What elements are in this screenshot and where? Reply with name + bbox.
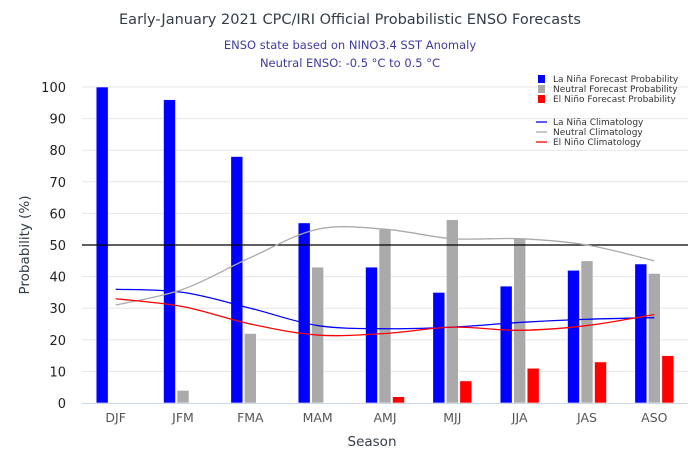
y-tick-label: 40 bbox=[49, 271, 66, 286]
bar-la-ni-a-forecast-probability-jfm bbox=[163, 99, 176, 404]
legend-item[interactable]: La Niña Climatology bbox=[536, 118, 644, 128]
x-tick-label: JAS bbox=[576, 410, 597, 425]
legend-label: El Niño Forecast Probability bbox=[553, 95, 677, 105]
legend-item[interactable]: La Niña Forecast Probability bbox=[538, 75, 679, 85]
x-tick-label: FMA bbox=[237, 410, 264, 425]
y-tick-label: 90 bbox=[49, 113, 66, 128]
legend-swatch bbox=[538, 95, 545, 103]
x-tick-label: DJF bbox=[105, 410, 126, 425]
legend-swatch bbox=[538, 85, 545, 93]
legend-item[interactable]: Neutral Forecast Probability bbox=[538, 85, 678, 95]
bar-el-ni-o-forecast-probability-amj bbox=[392, 396, 405, 404]
y-axis-label: Probability (%) bbox=[17, 195, 33, 294]
y-tick-label: 70 bbox=[49, 176, 66, 191]
bar-neutral-forecast-probability-jfm bbox=[176, 390, 190, 404]
y-tick-label: 30 bbox=[49, 302, 66, 317]
bar-neutral-forecast-probability-aso bbox=[648, 273, 661, 404]
legend-item[interactable]: Neutral Climatology bbox=[536, 128, 643, 138]
x-tick-label: JJA bbox=[511, 410, 528, 425]
legend-label: El Niño Climatology bbox=[553, 138, 642, 148]
legend-label: La Niña Forecast Probability bbox=[553, 75, 679, 85]
bar-neutral-forecast-probability-amj bbox=[378, 228, 392, 404]
bar-el-ni-o-forecast-probability-jja bbox=[526, 367, 540, 404]
y-tick-label: 20 bbox=[49, 334, 66, 349]
legend-item[interactable]: El Niño Climatology bbox=[536, 138, 642, 148]
legend-label: Neutral Climatology bbox=[553, 128, 643, 138]
bar-la-ni-a-forecast-probability-jja bbox=[499, 285, 513, 404]
line-neutral-climatology bbox=[115, 226, 655, 306]
x-tick-label: AMJ bbox=[373, 410, 396, 425]
y-tick-label: 80 bbox=[49, 144, 66, 159]
climatology-lines bbox=[115, 226, 655, 337]
bar-el-ni-o-forecast-probability-mjj bbox=[459, 380, 473, 404]
y-tick-label: 100 bbox=[41, 81, 66, 96]
bar-el-ni-o-forecast-probability-aso bbox=[661, 355, 675, 404]
x-tick-label: MJJ bbox=[443, 410, 461, 425]
bar-neutral-forecast-probability-mjj bbox=[446, 219, 459, 404]
y-tick-label: 0 bbox=[58, 397, 66, 412]
line-la-ni-a-climatology bbox=[115, 288, 655, 330]
bar-la-ni-a-forecast-probability-fma bbox=[230, 156, 244, 404]
chart-title: Early-January 2021 CPC/IRI Official Prob… bbox=[119, 12, 581, 28]
bar-neutral-forecast-probability-fma bbox=[244, 333, 257, 404]
chart-subtitle-line-1: ENSO state based on NINO3.4 SST Anomaly bbox=[224, 38, 477, 52]
x-axis-label: Season bbox=[348, 434, 397, 450]
bar-la-ni-a-forecast-probability-aso bbox=[634, 263, 648, 404]
y-axis-ticks: 0 10 20 30 40 50 60 70 80 90 100 bbox=[41, 81, 66, 412]
legend-item[interactable]: El Niño Forecast Probability bbox=[538, 95, 677, 105]
x-tick-label: JFM bbox=[171, 410, 194, 425]
y-tick-label: 10 bbox=[49, 365, 66, 380]
line-el-ni-o-climatology bbox=[115, 298, 655, 337]
legend-label: La Niña Climatology bbox=[553, 118, 644, 128]
y-tick-label: 60 bbox=[49, 207, 66, 222]
bar-neutral-forecast-probability-jja bbox=[513, 238, 526, 404]
x-tick-label: ASO bbox=[641, 410, 667, 425]
bar-neutral-forecast-probability-jas bbox=[580, 260, 594, 404]
bar-la-ni-a-forecast-probability-mjj bbox=[432, 292, 446, 404]
bar-la-ni-a-forecast-probability-mam bbox=[297, 222, 311, 404]
x-axis-ticks: DJF JFM FMA MAM AMJ MJJ JJA JAS ASO bbox=[105, 410, 667, 425]
bar-el-ni-o-forecast-probability-jas bbox=[594, 361, 607, 404]
chart-subtitle-line-2: Neutral ENSO: -0.5 °C to 0.5 °C bbox=[260, 56, 440, 70]
bar-la-ni-a-forecast-probability-jas bbox=[567, 269, 580, 404]
legend-label: Neutral Forecast Probability bbox=[553, 85, 678, 95]
x-tick-label: MAM bbox=[303, 410, 333, 425]
legend-swatch bbox=[538, 75, 545, 83]
y-tick-label: 50 bbox=[49, 239, 66, 254]
